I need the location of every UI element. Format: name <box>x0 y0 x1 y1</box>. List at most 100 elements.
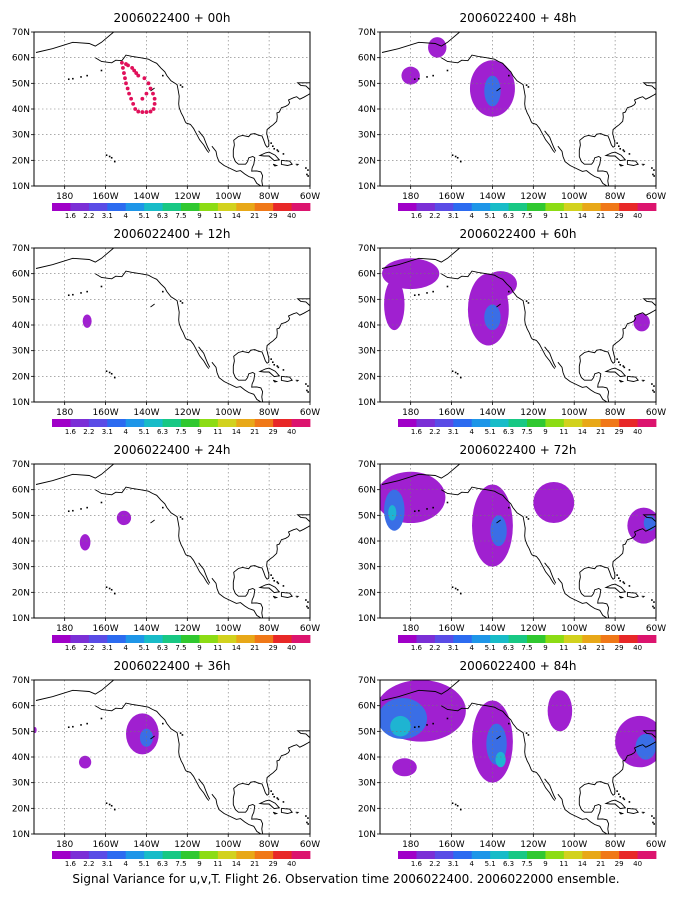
x-tick-label: 100W <box>561 840 587 850</box>
island <box>616 142 618 144</box>
colorbar-label: 2.2 <box>83 428 94 436</box>
coastline <box>618 379 625 383</box>
island <box>628 153 631 155</box>
x-tick-label: 80W <box>259 408 279 418</box>
island <box>181 86 184 88</box>
island <box>72 293 74 296</box>
colorbar-label: 6.3 <box>503 212 514 220</box>
y-tick-label: 50N <box>12 727 30 737</box>
colorbar-swatch <box>434 635 454 643</box>
colorbar-swatch <box>88 851 108 859</box>
colorbar-label: 9 <box>197 644 201 652</box>
coastline <box>272 163 279 167</box>
x-tick-label: 120W <box>520 624 546 634</box>
y-tick-label: 30N <box>358 779 376 789</box>
colorbar-swatch <box>236 851 256 859</box>
island <box>653 175 655 177</box>
island <box>108 803 111 806</box>
colorbar-swatch <box>471 851 491 859</box>
x-tick-label: 80W <box>259 624 279 634</box>
y-tick-label: 30N <box>12 347 30 357</box>
colorbar-label: 9 <box>197 212 201 220</box>
variance-contour <box>633 313 650 332</box>
colorbar-label: 40 <box>287 212 296 220</box>
x-tick-label: 60W <box>300 624 320 634</box>
island <box>623 150 626 153</box>
x-tick-label: 160W <box>93 408 119 418</box>
x-tick-label: 140W <box>479 408 505 418</box>
island <box>305 815 307 817</box>
x-tick-label: 120W <box>520 192 546 202</box>
island <box>162 74 164 77</box>
island <box>72 509 74 512</box>
coastline <box>544 778 557 800</box>
observation-point <box>144 91 149 96</box>
island <box>652 605 654 608</box>
island <box>273 147 276 150</box>
observation-point <box>136 73 141 78</box>
island <box>80 76 82 78</box>
colorbar: 1.6 2.2 3.1 4 5.1 6.3 7.5 9 11 14 21 29 40 <box>398 203 657 220</box>
x-tick-label: 180 <box>56 840 73 850</box>
island <box>105 586 108 588</box>
island <box>617 361 620 364</box>
y-tick-label: 60N <box>12 702 30 712</box>
y-tick-label: 70N <box>12 28 30 38</box>
colorbar-label: 21 <box>250 212 259 220</box>
colorbar-label: 14 <box>232 212 241 220</box>
island <box>432 290 434 293</box>
colorbar-swatch <box>582 635 602 643</box>
plot-area <box>380 32 656 186</box>
colorbar-label: 7.5 <box>521 428 532 436</box>
island <box>454 587 457 590</box>
coastline <box>578 576 610 618</box>
colorbar-label: 9 <box>543 428 547 436</box>
island <box>277 798 280 801</box>
y-tick-label: 20N <box>358 372 376 382</box>
map-panel: 2006022400 + 60h 10N 20N 30N 40N 50N 60N 70N 180… <box>358 227 666 436</box>
colorbar-swatch <box>144 635 163 643</box>
observation-point <box>124 62 128 66</box>
y-tick-label: 60N <box>12 486 30 496</box>
plot-background <box>34 32 310 186</box>
colorbar-label: 3.1 <box>102 644 113 652</box>
colorbar-swatch <box>52 419 71 427</box>
island <box>623 366 626 369</box>
colorbar-swatch <box>416 203 436 211</box>
coastline <box>232 576 264 618</box>
coastline <box>258 583 281 594</box>
colorbar-label: 7.5 <box>521 860 532 868</box>
x-tick-label: 80W <box>259 192 279 202</box>
island <box>451 154 454 156</box>
coastline <box>381 248 460 269</box>
colorbar-label: 7.5 <box>521 212 532 220</box>
island <box>307 385 309 387</box>
y-tick-label: 10N <box>12 182 30 192</box>
coastline <box>95 270 210 369</box>
coastline <box>150 519 155 524</box>
panel-title: 2006022400 + 60h <box>460 227 577 241</box>
panel-title: 2006022400 + 36h <box>114 659 231 673</box>
coastline <box>295 379 300 382</box>
coastline <box>280 159 293 166</box>
colorbar-label: 29 <box>615 644 624 652</box>
panel-title: 2006022400 + 12h <box>114 227 231 241</box>
island <box>276 581 279 583</box>
coastline <box>35 464 114 485</box>
coastline <box>381 464 460 485</box>
colorbar: 1.6 2.2 3.1 4 5.1 6.3 7.5 9 11 14 21 29 40 <box>398 851 657 868</box>
coastline <box>280 807 293 814</box>
colorbar-label: 6.3 <box>503 644 514 652</box>
island <box>508 74 510 77</box>
colorbar-label: 21 <box>596 644 605 652</box>
y-tick-label: 70N <box>12 676 30 686</box>
colorbar-swatch <box>545 851 565 859</box>
island <box>446 501 449 504</box>
island <box>105 370 108 372</box>
colorbar-label: 2.2 <box>83 644 94 652</box>
colorbar-label: 1.6 <box>65 644 77 652</box>
variance-contour <box>384 278 405 331</box>
colorbar-label: 11 <box>559 212 568 220</box>
coastline <box>626 159 639 166</box>
island <box>179 300 182 302</box>
